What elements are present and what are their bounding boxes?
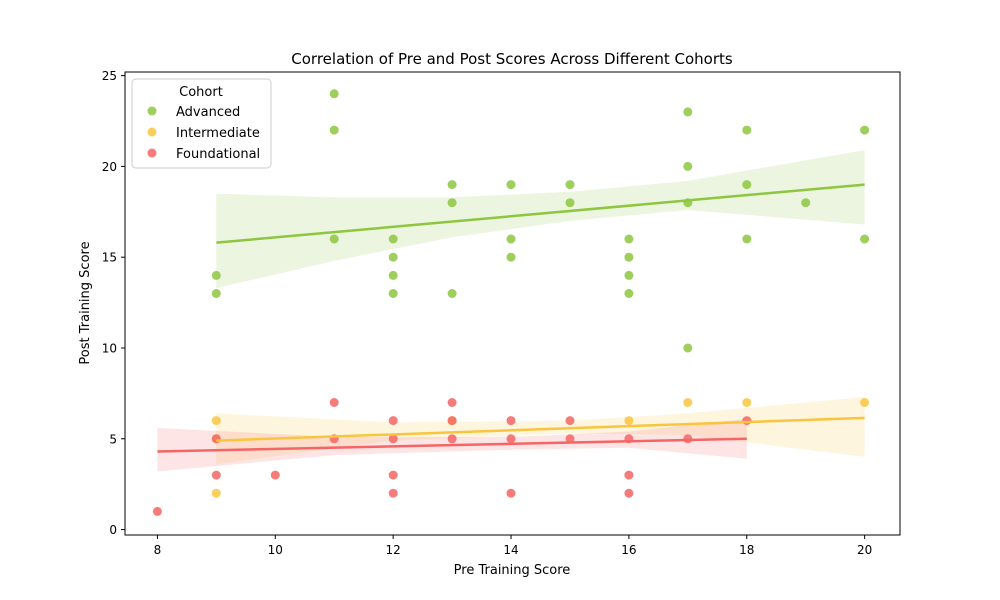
intermediate-confidence-band bbox=[216, 397, 865, 465]
advanced-data-point bbox=[329, 89, 339, 99]
advanced-data-point bbox=[624, 234, 634, 244]
foundational-data-point bbox=[742, 416, 752, 426]
foundational-data-point bbox=[447, 434, 457, 444]
foundational-data-point bbox=[211, 470, 221, 480]
foundational-data-point bbox=[270, 470, 280, 480]
x-tick-label: 18 bbox=[739, 543, 754, 557]
intermediate-data-point bbox=[742, 398, 752, 407]
foundational-data-point bbox=[447, 398, 457, 407]
intermediate-data-point bbox=[211, 488, 221, 498]
intermediate-legend-label: Intermediate bbox=[176, 126, 260, 141]
foundational-data-point bbox=[447, 416, 457, 426]
advanced-data-point bbox=[860, 234, 870, 244]
foundational-legend-label: Foundational bbox=[176, 147, 260, 162]
intermediate-data-point bbox=[683, 398, 693, 407]
advanced-data-point bbox=[565, 180, 575, 190]
advanced-data-point bbox=[388, 270, 398, 280]
legend-title: Cohort bbox=[179, 85, 223, 100]
foundational-data-point bbox=[388, 434, 398, 444]
advanced-data-point bbox=[683, 343, 693, 353]
regression-lines bbox=[157, 183, 865, 453]
foundational-data-point bbox=[506, 434, 516, 444]
x-axis-label: Pre Training Score bbox=[454, 563, 571, 578]
advanced-data-point bbox=[742, 125, 752, 135]
x-tick-label: 14 bbox=[503, 543, 518, 557]
advanced-data-point bbox=[624, 289, 634, 298]
foundational-data-point bbox=[388, 470, 398, 480]
x-tick-label: 12 bbox=[386, 543, 401, 557]
advanced-data-point bbox=[506, 180, 516, 190]
y-tick-label: 0 bbox=[109, 523, 117, 537]
advanced-data-point bbox=[801, 198, 811, 208]
advanced-data-point bbox=[211, 270, 221, 280]
y-tick-label: 10 bbox=[102, 341, 117, 355]
x-tick-label: 8 bbox=[154, 543, 162, 557]
foundational-regression-line bbox=[157, 437, 747, 453]
x-tick-label: 20 bbox=[857, 543, 872, 557]
advanced-data-point bbox=[447, 198, 457, 208]
foundational-data-point bbox=[506, 416, 516, 426]
advanced-data-point bbox=[742, 180, 752, 190]
intermediate-data-point bbox=[624, 416, 634, 426]
y-tick-label: 25 bbox=[102, 69, 117, 83]
advanced-data-point bbox=[565, 198, 575, 208]
x-axis: 8 10 12 14 16 18 20 bbox=[154, 535, 872, 557]
foundational-legend-marker bbox=[147, 148, 157, 158]
advanced-data-point bbox=[683, 161, 693, 171]
foundational-data-point bbox=[211, 434, 221, 444]
advanced-data-point bbox=[388, 252, 398, 262]
plot-area-frame bbox=[124, 71, 901, 536]
foundational-data-point bbox=[565, 434, 575, 444]
legend-box bbox=[131, 78, 272, 169]
foundational-data-point bbox=[388, 488, 398, 498]
legend: Cohort Advanced Intermediate Foundational bbox=[131, 78, 272, 169]
advanced-legend-marker bbox=[147, 106, 157, 116]
foundational-data-point bbox=[152, 506, 162, 516]
advanced-data-point bbox=[860, 125, 870, 135]
x-tick-label: 10 bbox=[268, 543, 283, 557]
legend-entries: Advanced Intermediate Foundational bbox=[147, 105, 260, 162]
advanced-data-point bbox=[447, 180, 457, 190]
advanced-data-point bbox=[506, 234, 516, 244]
intermediate-legend-marker bbox=[147, 127, 157, 137]
advanced-data-point bbox=[388, 234, 398, 244]
advanced-data-point bbox=[624, 270, 634, 280]
advanced-data-point bbox=[329, 125, 339, 135]
advanced-regression-line bbox=[216, 183, 865, 244]
advanced-data-point bbox=[388, 289, 398, 298]
intermediate-data-point bbox=[860, 398, 870, 407]
advanced-data-point bbox=[624, 252, 634, 262]
y-tick-label: 5 bbox=[109, 432, 117, 446]
foundational-data-point bbox=[506, 488, 516, 498]
intermediate-regression-line bbox=[216, 416, 865, 442]
foundational-data-point bbox=[388, 416, 398, 426]
x-tick-label: 16 bbox=[621, 543, 636, 557]
y-axis-label: Post Training Score bbox=[78, 241, 93, 364]
advanced-data-point bbox=[447, 289, 457, 298]
advanced-data-point bbox=[506, 252, 516, 262]
foundational-data-point bbox=[624, 470, 634, 480]
intermediate-data-point bbox=[211, 416, 221, 426]
advanced-data-point bbox=[211, 289, 221, 298]
advanced-data-point bbox=[329, 234, 339, 244]
y-tick-label: 20 bbox=[102, 160, 117, 174]
foundational-data-point bbox=[624, 488, 634, 498]
advanced-legend-label: Advanced bbox=[176, 105, 240, 120]
advanced-confidence-band bbox=[216, 150, 865, 289]
advanced-data-point bbox=[683, 107, 693, 117]
advanced-data-point bbox=[742, 234, 752, 244]
foundational-data-point bbox=[565, 416, 575, 426]
chart-title: Correlation of Pre and Post Scores Acros… bbox=[291, 50, 733, 68]
y-tick-label: 15 bbox=[102, 251, 117, 265]
foundational-data-point bbox=[329, 398, 339, 407]
y-axis: 0 5 10 15 20 25 bbox=[102, 69, 125, 537]
